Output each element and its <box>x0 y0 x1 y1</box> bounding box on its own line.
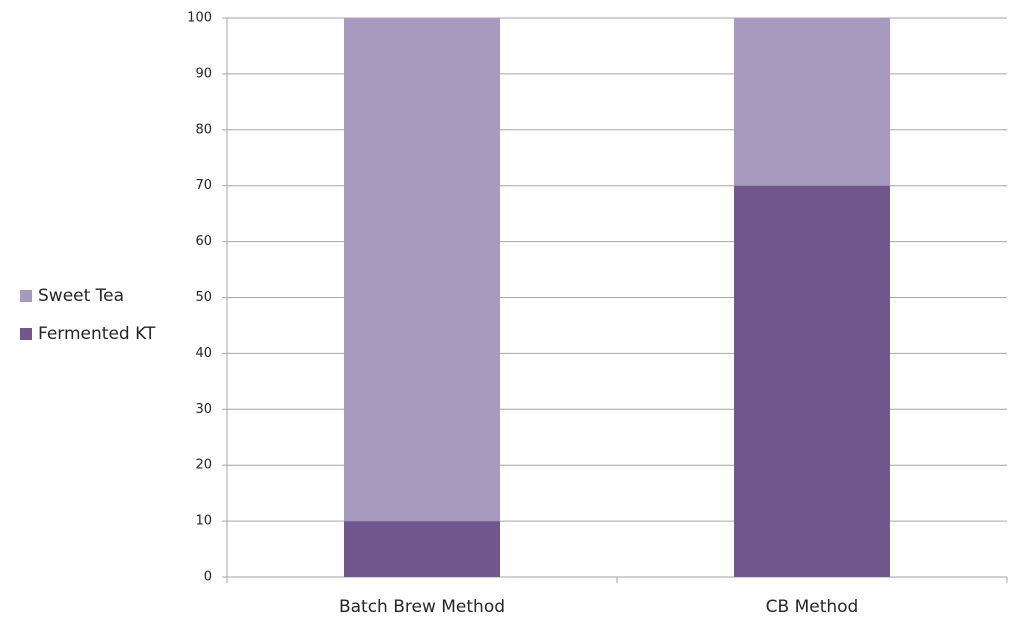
legend-swatch <box>20 328 32 340</box>
y-tick-label: 90 <box>195 66 212 81</box>
x-tick-label: Batch Brew Method <box>339 597 505 617</box>
x-tick-label: CB Method <box>766 597 859 617</box>
bar <box>344 521 500 577</box>
y-tick-label: 60 <box>195 234 212 249</box>
y-tick-label: 20 <box>195 458 212 473</box>
y-tick-label: 80 <box>195 122 212 137</box>
y-tick-label: 50 <box>195 290 212 305</box>
legend-label: Sweet Tea <box>38 286 124 306</box>
y-tick-label: 0 <box>204 570 212 585</box>
legend-label: Fermented KT <box>38 324 156 344</box>
y-tick-label: 40 <box>195 346 212 361</box>
y-tick-label: 10 <box>195 514 212 529</box>
y-tick-label: 30 <box>195 402 212 417</box>
y-tick-label: 70 <box>195 178 212 193</box>
bar <box>734 18 890 186</box>
y-tick-label: 100 <box>187 11 212 26</box>
bar <box>734 185 890 577</box>
legend-swatch <box>20 290 32 302</box>
bar <box>344 18 500 522</box>
